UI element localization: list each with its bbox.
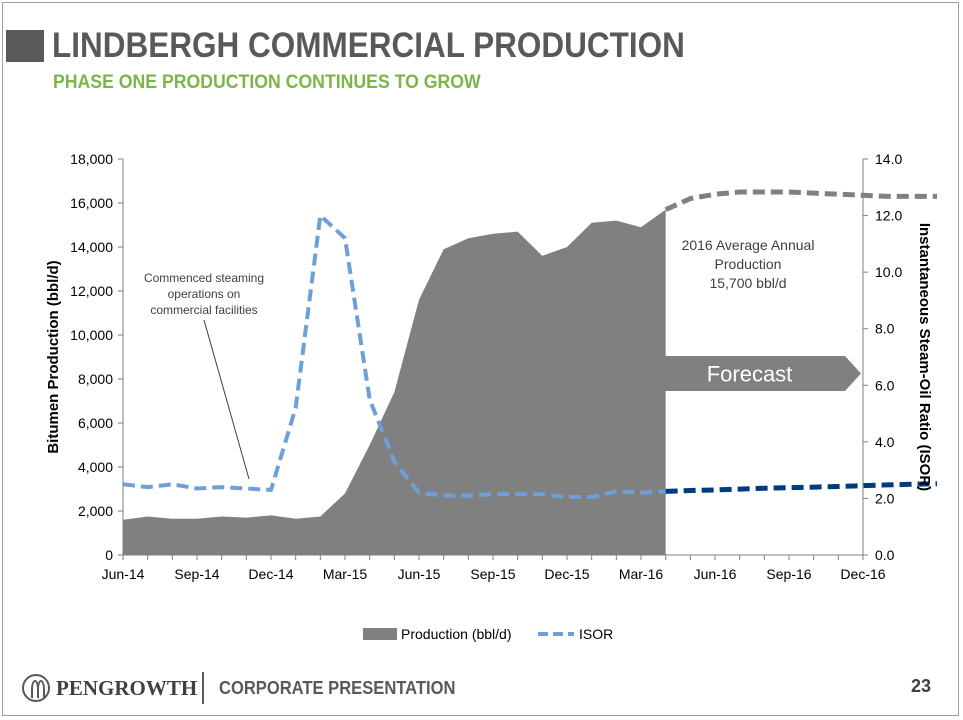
- y-left-tick-label: 4,000: [78, 459, 113, 475]
- x-tick-label: Dec-16: [840, 566, 885, 582]
- x-tick-label: Sep-16: [766, 566, 811, 582]
- y-right-tick-label: 10.0: [875, 264, 902, 280]
- y-left-tick-label: 14,000: [70, 239, 113, 255]
- average-annotation-line: Production: [715, 256, 782, 272]
- y-left-tick-label: 12,000: [70, 283, 113, 299]
- y-axis-left-title: Bitumen Production (bbl/d): [45, 260, 62, 453]
- average-annotation-line: 15,700 bbl/d: [709, 275, 786, 291]
- isor-line: [122, 213, 666, 500]
- y-left-tick-label: 0: [105, 547, 113, 563]
- steaming-annotation-line: operations on: [168, 287, 241, 301]
- x-tick-label: Jun-14: [102, 566, 145, 582]
- footer-divider: [202, 672, 204, 704]
- production-forecast-line: [664, 189, 937, 212]
- production-area: [123, 209, 666, 555]
- footer-text: CORPORATE PRESENTATION: [219, 678, 456, 698]
- y-right-tick-label: 6.0: [875, 377, 895, 393]
- footer-logo: PENGROWTH: [22, 674, 197, 702]
- y-left-tick-label: 18,000: [70, 151, 113, 167]
- steaming-annotation-line: commercial facilities: [150, 303, 257, 317]
- y-right-tick-label: 2.0: [875, 490, 895, 506]
- y-right-tick-label: 0.0: [875, 547, 895, 563]
- y-right-tick-label: 4.0: [875, 434, 895, 450]
- y-axis-right-title: Instantaneous Steam-Oil Ratio (ISOR): [916, 223, 933, 491]
- legend-production-label: Production (bbl/d): [401, 626, 512, 642]
- y-left-tick-label: 10,000: [70, 327, 113, 343]
- legend-isor-label: ISOR: [579, 626, 613, 642]
- page-number: 23: [910, 676, 931, 696]
- x-tick-label: Dec-14: [248, 566, 293, 582]
- pengrowth-logo-icon: [22, 674, 50, 702]
- x-tick-label: Dec-15: [544, 566, 589, 582]
- legend-production-swatch: [363, 628, 397, 640]
- steaming-annotation-pointer: [203, 319, 250, 480]
- x-tick-label: Sep-14: [174, 566, 219, 582]
- y-right-tick-label: 12.0: [875, 208, 902, 224]
- slide-title: LINDBERGH COMMERCIAL PRODUCTION: [52, 26, 685, 65]
- footer-brand: PENGROWTH: [56, 675, 198, 700]
- forecast-label: Forecast: [707, 362, 793, 387]
- x-tick-label: Mar-15: [323, 566, 368, 582]
- y-left-tick-label: 2,000: [78, 503, 113, 519]
- y-left-tick-label: 8,000: [78, 371, 113, 387]
- y-right-tick-label: 14.0: [875, 151, 902, 167]
- average-annotation-line: 2016 Average Annual: [682, 237, 815, 253]
- x-tick-label: Jun-15: [398, 566, 441, 582]
- title-accent-block: [6, 30, 44, 62]
- y-right-tick-label: 8.0: [875, 321, 895, 337]
- y-left-tick-label: 6,000: [78, 415, 113, 431]
- steaming-annotation-line: Commenced steaming: [144, 271, 264, 285]
- x-tick-label: Jun-16: [694, 566, 737, 582]
- isor-forecast-line: [665, 481, 938, 494]
- forecast-arrow-badge: [638, 356, 861, 391]
- slide-subtitle: PHASE ONE PRODUCTION CONTINUES TO GROW: [53, 72, 481, 93]
- x-tick-label: Sep-15: [470, 566, 515, 582]
- x-tick-label: Mar-16: [619, 566, 664, 582]
- y-left-tick-label: 16,000: [70, 195, 113, 211]
